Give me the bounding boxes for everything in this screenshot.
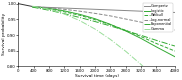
X-axis label: Survival time (days): Survival time (days) xyxy=(75,74,119,78)
Legend: Gompertz, Logistic, Weibull, Log-normal, Exponential, Gamma: Gompertz, Logistic, Weibull, Log-normal,… xyxy=(143,3,173,32)
Y-axis label: Survival probability: Survival probability xyxy=(2,13,6,55)
